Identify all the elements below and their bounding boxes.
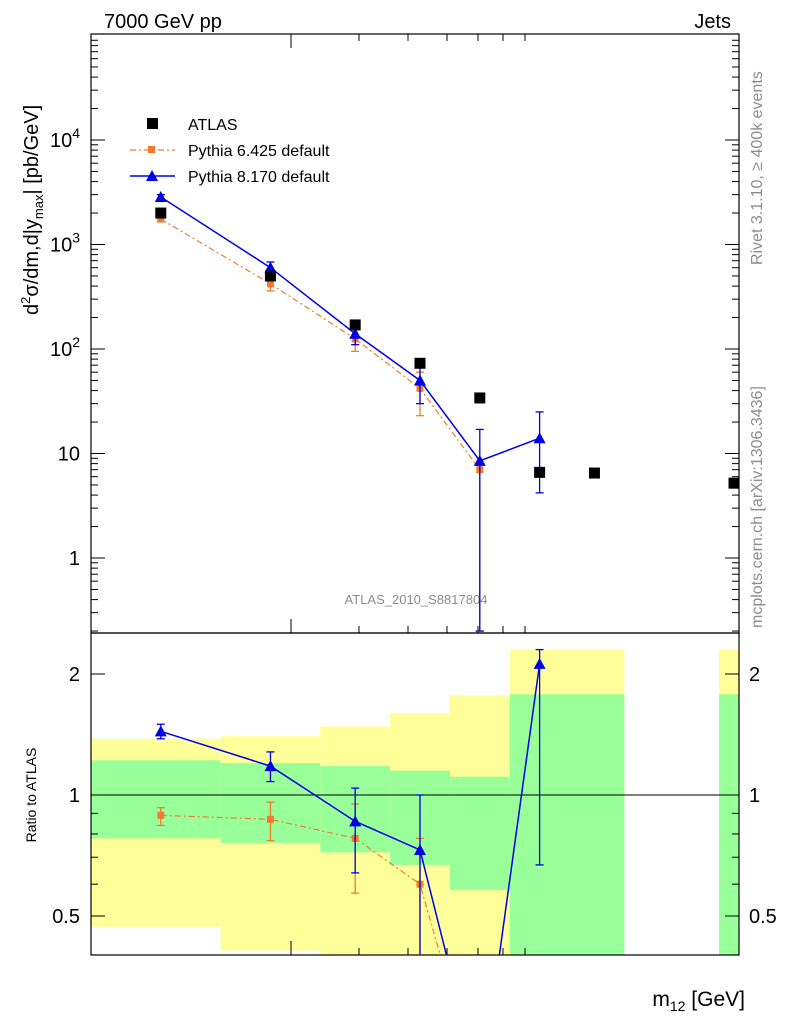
ratio-point-pythia8 [154, 725, 167, 737]
legend-marker-pythia8 [146, 170, 158, 181]
ratio-series [154, 648, 546, 955]
ratio-ytick-label-left-1: 1 [69, 785, 80, 807]
side-text-rivet: Rivet 3.1.10, ≥ 400k events [749, 71, 766, 265]
main-ytick-label-4: 104 [50, 125, 80, 152]
ratio-point-pythia6 [266, 815, 274, 823]
axis-ticks [91, 34, 739, 956]
main-series [154, 190, 739, 632]
legend-marker-pythia6 [148, 146, 155, 153]
ratio-y-axis-title: Ratio to ATLAS [23, 748, 39, 843]
ratio-point-pythia6 [157, 811, 165, 819]
ratio-ytick-label-right-0: 0.5 [749, 906, 777, 928]
main-point-atlas [414, 357, 426, 369]
ratio-ytick-label-left-0: 0.5 [52, 906, 80, 928]
main-line-pythia6 [160, 218, 481, 471]
legend-label-pythia8: Pythia 8.170 default [188, 169, 330, 186]
main-point-atlas [588, 467, 600, 479]
header-right: Jets [694, 11, 731, 33]
side-text-mcplots: mcplots.cern.ch [arXiv:1306.3436] [749, 386, 766, 628]
header-left: 7000 GeV pp [104, 11, 222, 33]
main-point-pythia6 [157, 215, 165, 223]
ratio-ytick-label-right-2: 2 [749, 664, 760, 686]
x-axis-title: m12 [GeV] [652, 988, 745, 1014]
main-y-axis-title: d2σ/dm,d|ymax| [pb/GeV] [18, 105, 46, 315]
main-line-pythia8 [160, 196, 540, 462]
main-ytick-label-0: 1 [69, 548, 80, 570]
ratio-point-pythia8 [264, 760, 277, 772]
legend-label-pythia6: Pythia 6.425 default [188, 143, 330, 160]
main-point-atlas [534, 466, 546, 478]
band-inner-5 [509, 694, 625, 955]
ratio-point-pythia8 [533, 657, 546, 669]
y-tick-labels: 1 10 102 103 104 0.5 0.5 1 1 2 2 [50, 125, 777, 928]
main-point-pythia8 [264, 261, 277, 273]
band-inner-4 [449, 776, 510, 891]
main-point-pythia8 [473, 454, 486, 466]
main-point-atlas [264, 270, 276, 282]
main-point-atlas [155, 207, 167, 219]
main-point-atlas [474, 392, 486, 404]
legend-marker-atlas [147, 118, 158, 129]
ratio-ytick-label-right-1: 1 [749, 785, 760, 807]
main-point-atlas [728, 477, 739, 489]
legend: ATLAS Pythia 6.425 default Pythia 8.170 … [130, 117, 330, 186]
band-inner-6 [719, 694, 739, 955]
main-ytick-label-3: 103 [50, 230, 80, 257]
main-point-pythia6 [266, 280, 274, 288]
main-point-pythia8 [349, 327, 362, 339]
analysis-watermark: ATLAS_2010_S8817804 [345, 592, 488, 607]
main-ytick-label-2: 102 [50, 334, 80, 361]
main-ytick-label-1: 10 [58, 444, 80, 466]
band-inner-0 [91, 760, 221, 839]
main-point-pythia8 [154, 190, 167, 202]
ratio-point-pythia8 [349, 815, 362, 827]
ratio-plot-frame [90, 632, 740, 956]
main-point-pythia8 [413, 374, 426, 386]
ratio-point-pythia8 [413, 843, 426, 855]
ratio-uncertainty-bands [91, 649, 739, 955]
main-point-pythia8 [533, 432, 546, 444]
legend-label-atlas: ATLAS [188, 117, 238, 134]
main-point-atlas [349, 319, 361, 331]
ratio-ytick-label-left-2: 2 [69, 664, 80, 686]
